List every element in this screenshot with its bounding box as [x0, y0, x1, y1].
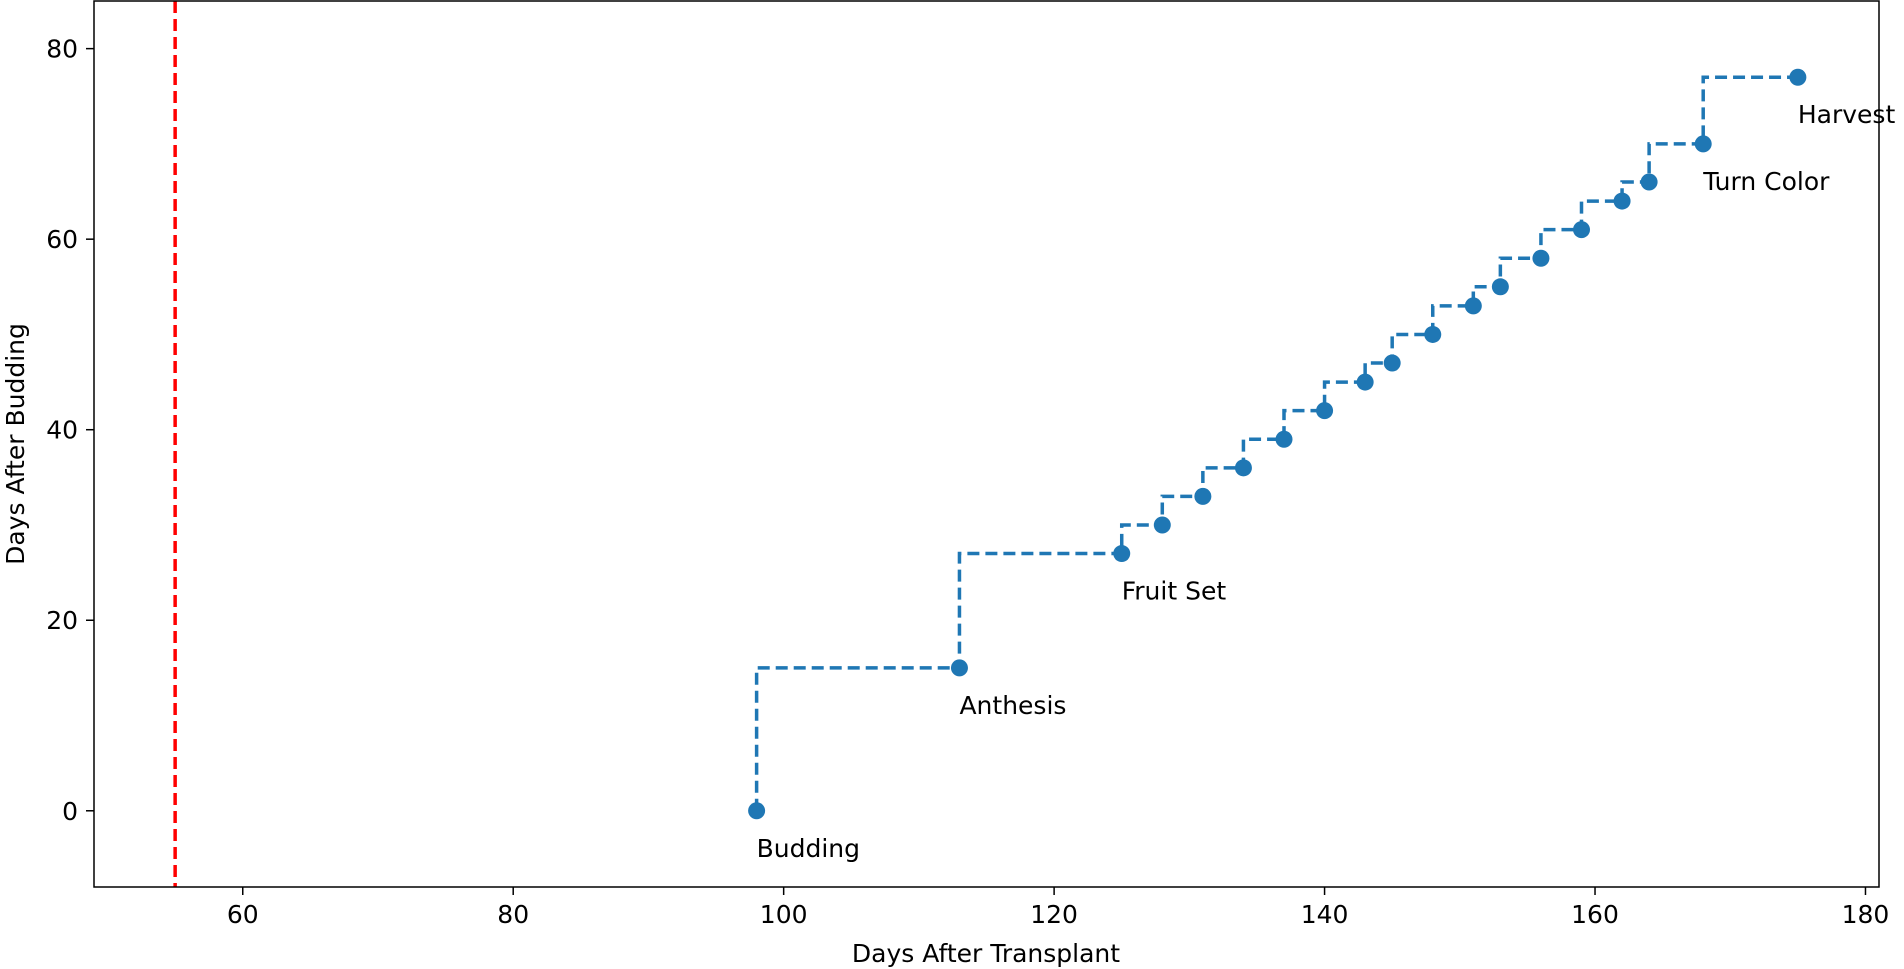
y-axis: 0 20 40 60 80: [46, 35, 94, 826]
data-point: [748, 802, 766, 820]
annotation-label: Budding: [757, 834, 860, 863]
data-point: [1113, 545, 1131, 563]
plot-area: Budding Anthesis Fruit Set Turn Color Harves…: [173, 1, 1896, 887]
data-point: [1356, 373, 1374, 391]
x-axis-label: Days After Transplant: [852, 939, 1120, 968]
data-point: [1194, 487, 1212, 505]
data-point: [1234, 459, 1252, 477]
data-point: [1153, 516, 1171, 534]
y-axis-label: Days After Budding: [1, 323, 30, 565]
x-axis: 60 80 100 120 140 160 180: [227, 887, 1889, 929]
data-point: [1424, 325, 1442, 343]
data-point: [1789, 68, 1807, 86]
x-tick-label: 140: [1301, 900, 1349, 929]
data-point: [1694, 135, 1712, 153]
data-point: [1316, 402, 1334, 420]
x-tick-label: 180: [1842, 900, 1890, 929]
x-tick-label: 160: [1571, 900, 1619, 929]
y-tick-label: 0: [62, 797, 78, 826]
plot-frame: [93, 0, 1880, 888]
x-tick-label: 60: [227, 900, 259, 929]
y-tick-label: 20: [46, 606, 78, 635]
data-point: [1464, 297, 1482, 315]
x-tick-label: 100: [760, 900, 808, 929]
data-point: [1613, 192, 1631, 210]
data-point: [1383, 354, 1401, 372]
data-point: [1573, 221, 1590, 239]
y-tick-label: 40: [46, 416, 78, 445]
y-tick-label: 60: [46, 225, 78, 254]
annotation-label: Fruit Set: [1122, 577, 1227, 606]
x-tick-label: 80: [497, 900, 529, 929]
data-point: [950, 659, 968, 677]
annotation-label: Anthesis: [959, 691, 1066, 720]
annotation-label: Harvest: [1798, 100, 1896, 129]
data-point: [1275, 430, 1293, 448]
data-point: [1491, 278, 1509, 296]
data-point: [1640, 173, 1658, 191]
annotation-label: Turn Color: [1702, 167, 1830, 196]
data-point: [1532, 249, 1550, 267]
x-tick-label: 120: [1030, 900, 1078, 929]
y-tick-label: 80: [46, 35, 78, 64]
